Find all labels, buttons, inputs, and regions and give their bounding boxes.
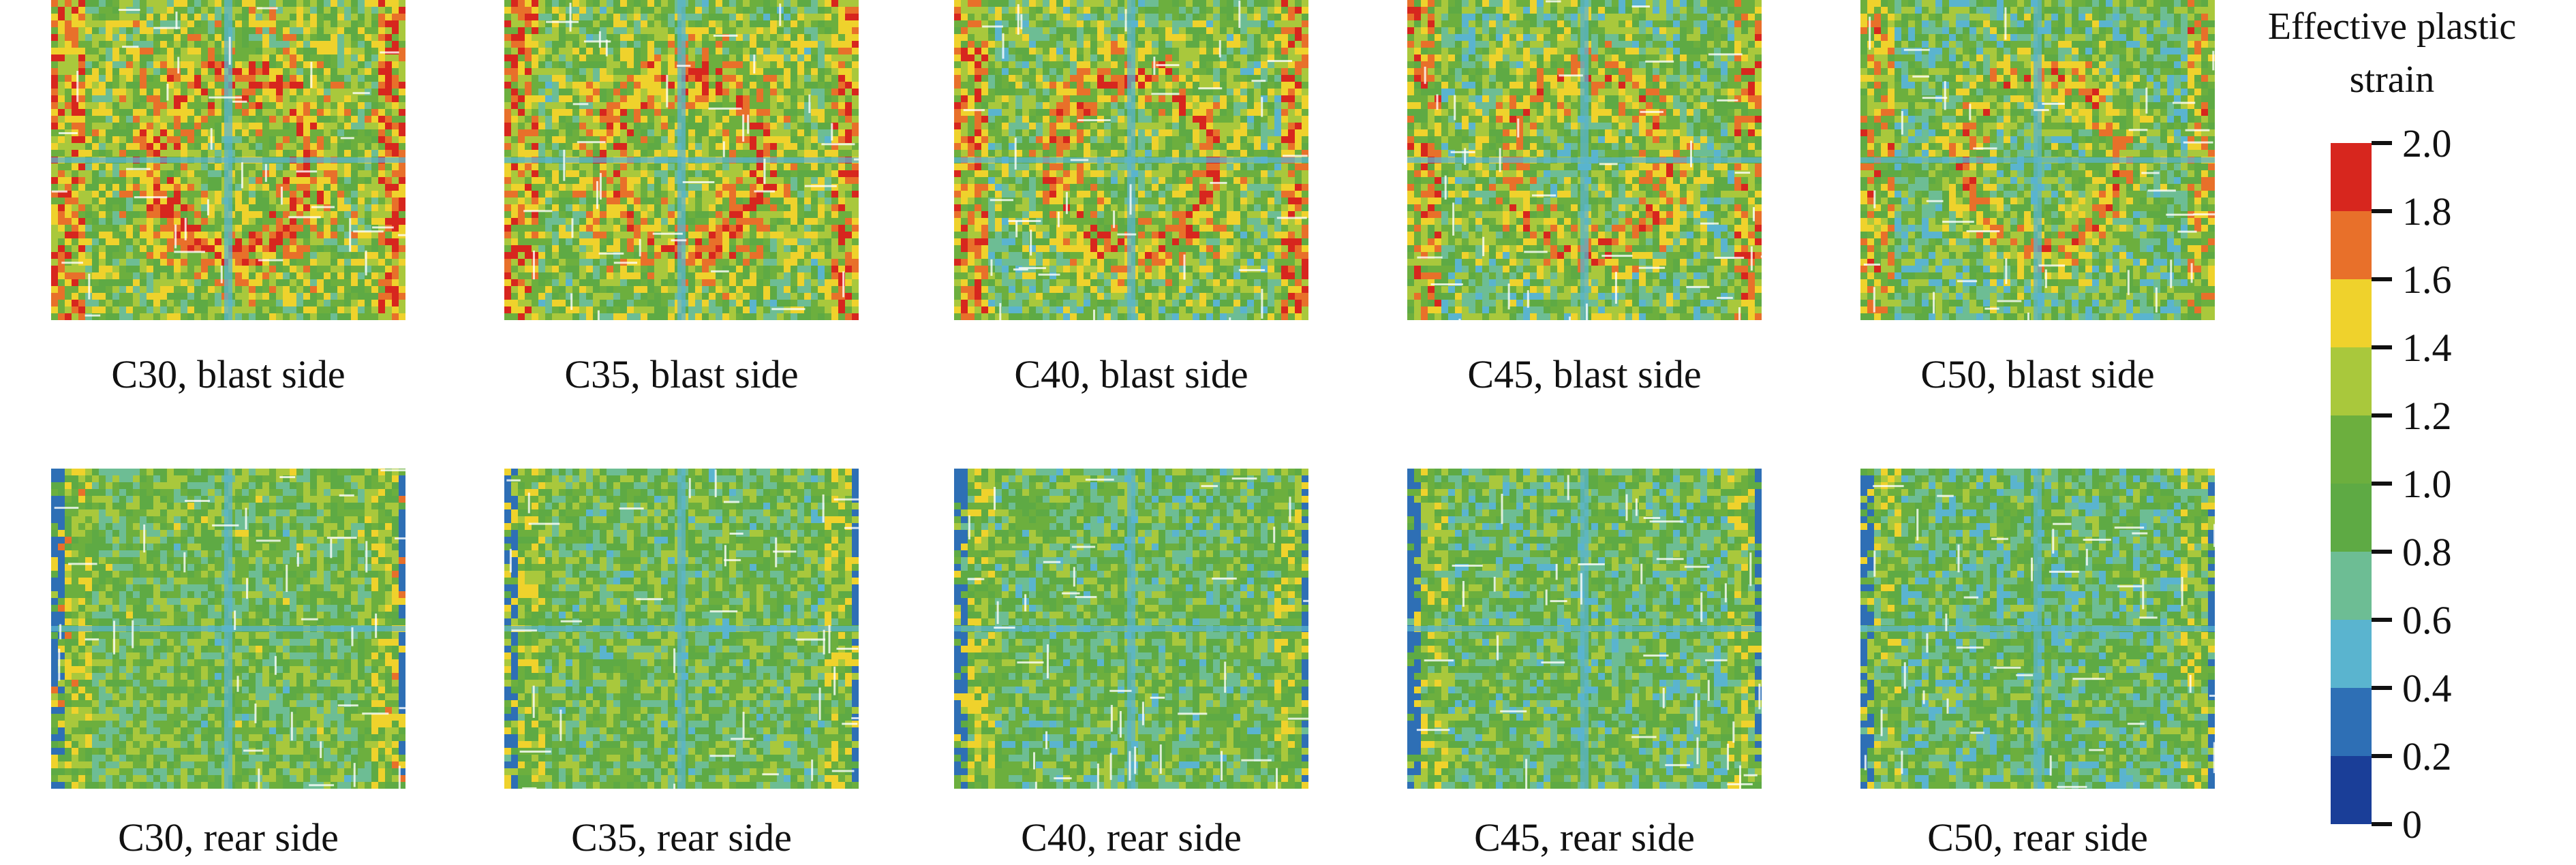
contour-c40-blast [954, 0, 1308, 320]
color-scale-band [2331, 279, 2372, 347]
caption-c45-blast: C45, blast side [1394, 351, 1775, 398]
caption-c50-rear: C50, rear side [1847, 814, 2228, 862]
caption-c35-rear: C35, rear side [491, 814, 872, 862]
contour-field [504, 0, 859, 320]
color-scale-band [2331, 143, 2372, 211]
legend-tick-label: 1.0 [2402, 462, 2452, 506]
contour-field [1407, 469, 1762, 789]
legend-tick-label: 0.6 [2402, 598, 2452, 642]
legend-title-line1: Effective plastic [2215, 0, 2569, 53]
color-scale-band [2331, 211, 2372, 279]
contour-c35-blast [504, 0, 859, 320]
caption-c30-blast: C30, blast side [37, 351, 419, 398]
color-scale-bar: 2.0 1.8 1.6 1.4 1.2 1.0 0.8 0.6 0.4 0.2 0 [2331, 121, 2452, 847]
contour-field [954, 0, 1308, 320]
contour-c50-rear [1860, 469, 2215, 789]
legend-tick-label: 0.8 [2402, 530, 2452, 574]
contour-field [51, 0, 405, 320]
color-scale-band [2331, 620, 2372, 688]
legend-tick-label: 0 [2402, 802, 2422, 847]
contour-c30-rear [51, 469, 405, 789]
legend-tick-label: 1.6 [2402, 257, 2452, 302]
contour-c45-rear [1407, 469, 1762, 789]
legend-tick-label: 0.2 [2402, 734, 2452, 778]
color-scale-band [2331, 347, 2372, 415]
caption-c40-rear: C40, rear side [940, 814, 1322, 862]
legend-title: Effective plastic strain [2215, 0, 2569, 106]
color-scale-band [2331, 415, 2372, 484]
color-scale-band [2331, 756, 2372, 824]
caption-c30-rear: C30, rear side [37, 814, 419, 862]
contour-field [51, 469, 405, 789]
color-scale-band [2331, 484, 2372, 552]
caption-c35-blast: C35, blast side [491, 351, 872, 398]
contour-field [504, 469, 859, 789]
legend-tick-label: 0.4 [2402, 666, 2452, 710]
contour-c30-blast [51, 0, 405, 320]
legend-title-line2: strain [2215, 53, 2569, 106]
legend-tick-label: 1.2 [2402, 394, 2452, 438]
legend-tick-label: 1.4 [2402, 326, 2452, 370]
contour-c35-rear [504, 469, 859, 789]
caption-c50-blast: C50, blast side [1847, 351, 2228, 398]
contour-field [1407, 0, 1762, 320]
legend-tick-label: 2.0 [2402, 121, 2452, 166]
contour-c50-blast [1860, 0, 2215, 320]
contour-field [954, 469, 1308, 789]
contour-field [1860, 469, 2215, 789]
contour-field [1860, 0, 2215, 320]
caption-c40-blast: C40, blast side [940, 351, 1322, 398]
caption-c45-rear: C45, rear side [1394, 814, 1775, 862]
contour-c45-blast [1407, 0, 1762, 320]
legend-tick-label: 1.8 [2402, 189, 2452, 234]
color-scale-band [2331, 688, 2372, 756]
color-scale-band [2331, 552, 2372, 620]
contour-c40-rear [954, 469, 1308, 789]
